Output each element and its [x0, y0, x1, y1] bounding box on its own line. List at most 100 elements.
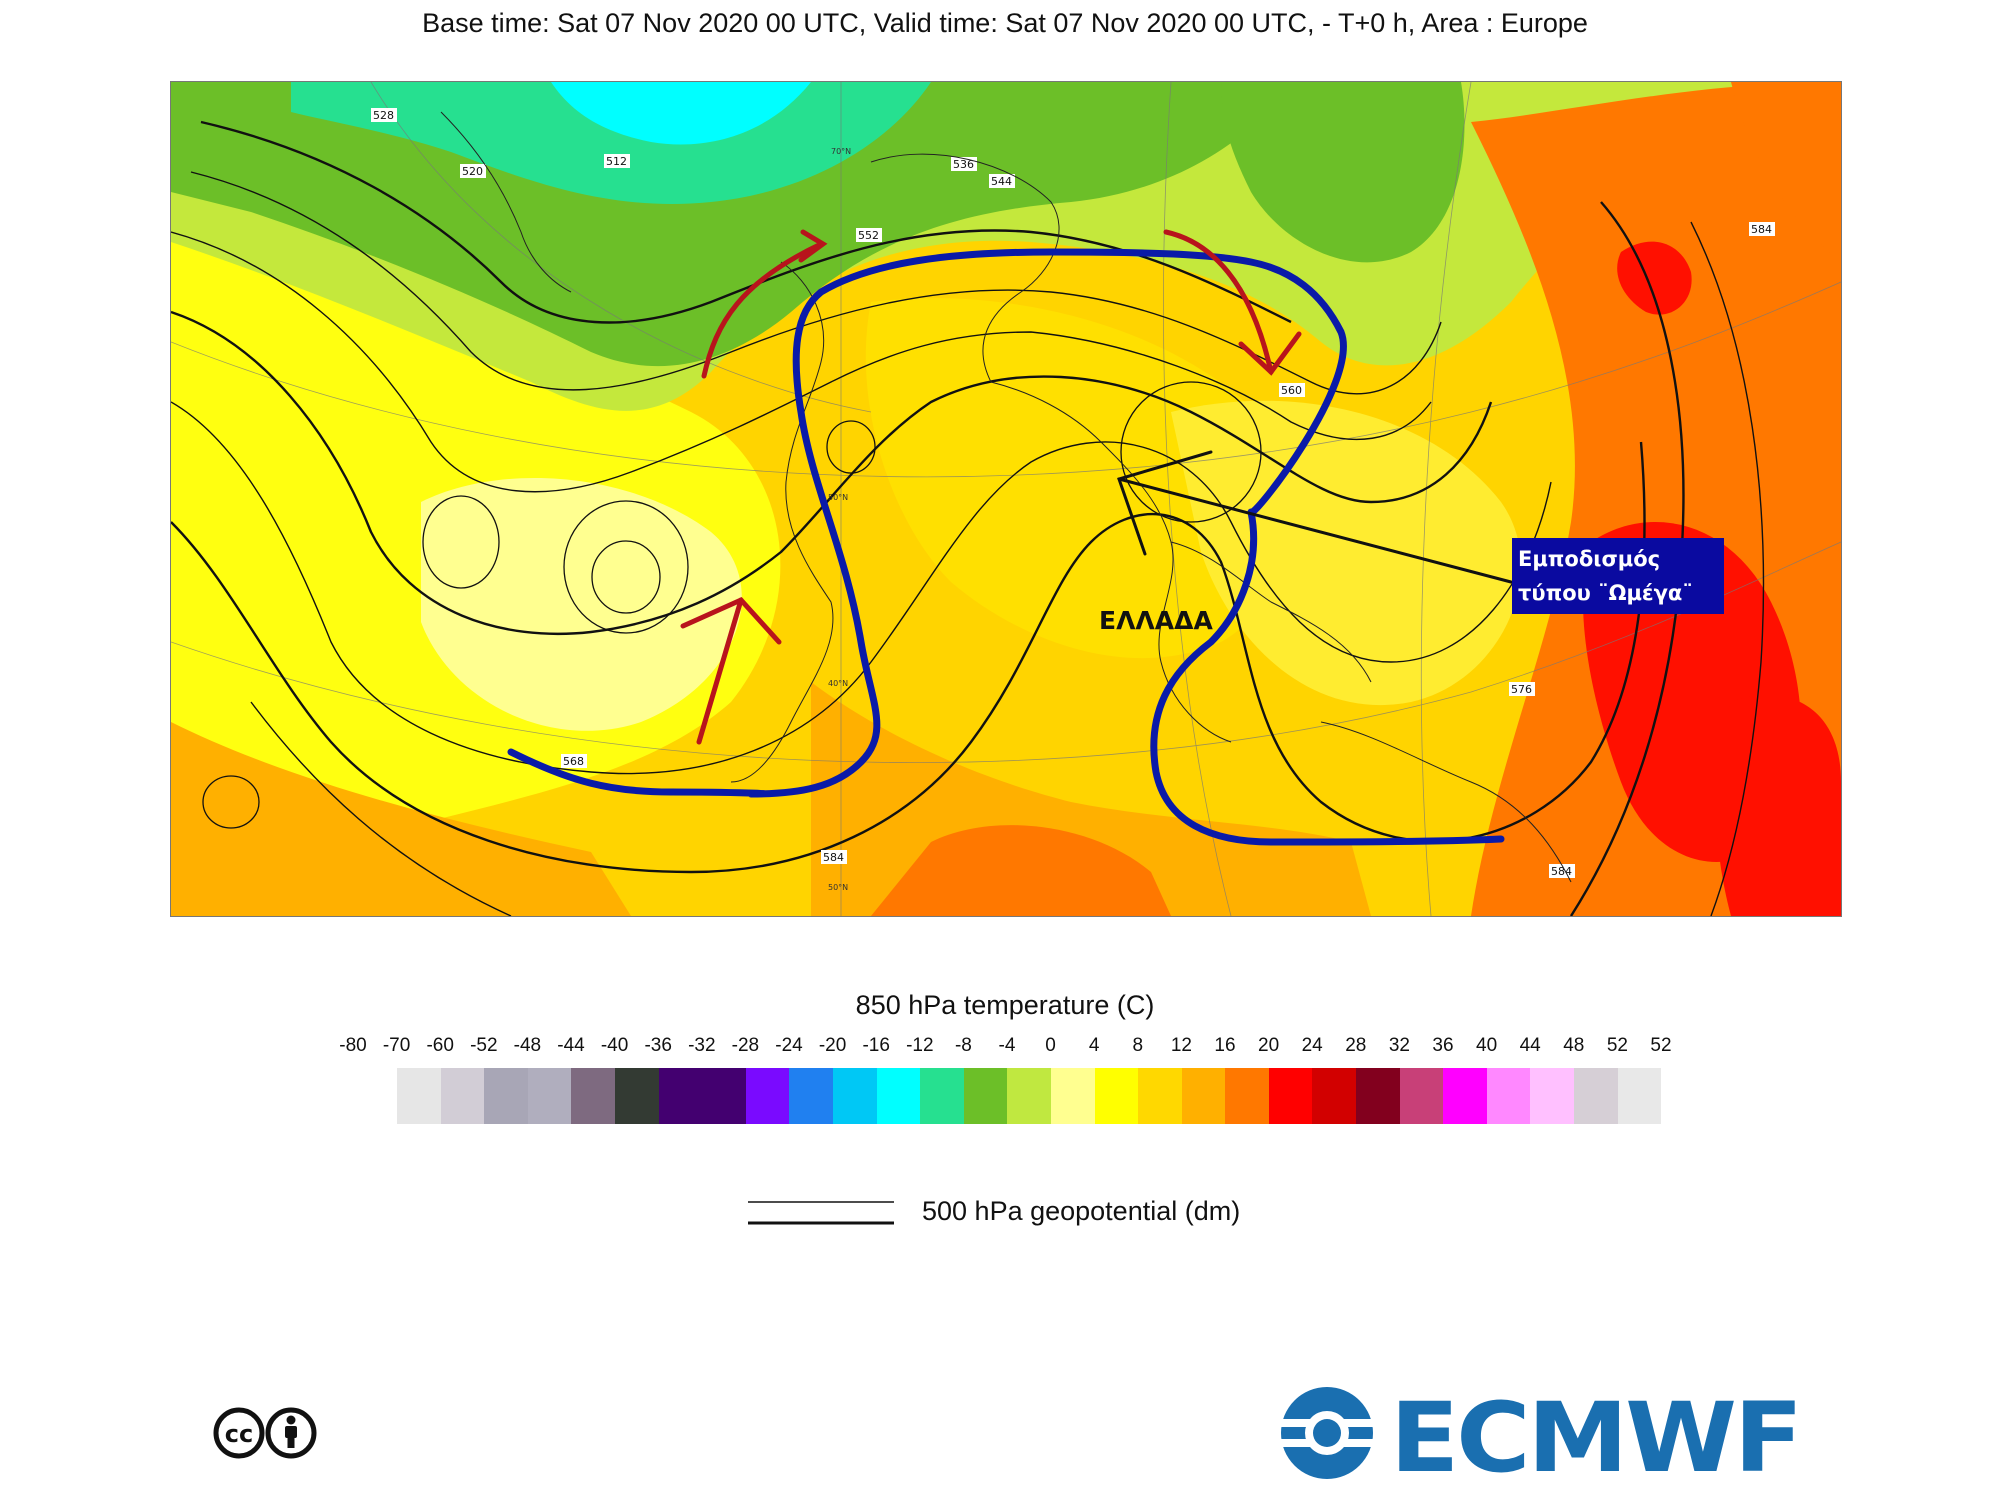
colorbar-tick-label: 20 — [1258, 1035, 1280, 1056]
contour-label-group: 512 520 528 536 544 552 560 568 576 584 … — [371, 108, 1775, 878]
cc-by-icon: cc — [213, 1407, 317, 1459]
arrowhead — [680, 596, 782, 645]
contour-label: 512 — [606, 155, 627, 168]
colorbar-tick-label: 28 — [1345, 1035, 1367, 1056]
colorbar-cell — [1268, 1068, 1313, 1124]
weather-map: 512 520 528 536 544 552 560 568 576 584 … — [170, 81, 1842, 917]
colorbar-tick-label: 8 — [1132, 1035, 1144, 1056]
colorbar-tick-label: 52 — [1650, 1035, 1672, 1056]
contour-label: 528 — [373, 109, 394, 122]
temp-zone-green-north — [1221, 82, 1465, 263]
flow-arrow-north — [701, 241, 824, 379]
colorbar-tick-label: 4 — [1088, 1035, 1100, 1056]
colorbar-tick-label: 32 — [1388, 1035, 1410, 1056]
colorbar-cell — [1617, 1068, 1662, 1124]
colorbar-cell — [876, 1068, 921, 1124]
contour-label: 576 — [1511, 683, 1532, 696]
annotation-line-1: Εμποδισμός — [1518, 547, 1661, 571]
ecmwf-wordmark: ECMWF — [1390, 1385, 1800, 1481]
colorbar-cell — [571, 1068, 615, 1124]
contour-legend-swatch — [748, 1201, 894, 1225]
colorbar-cell — [614, 1068, 659, 1124]
colorbar-tick-label: -16 — [862, 1035, 890, 1056]
colorbar-tick-label: -32 — [688, 1035, 716, 1056]
colorbar-tick-label: -24 — [775, 1035, 803, 1056]
colorbar-tick-label: 36 — [1432, 1035, 1454, 1056]
colorbar-tick-label: 40 — [1476, 1035, 1498, 1056]
colorbar-cell — [527, 1068, 572, 1124]
colorbar-cell — [397, 1068, 441, 1124]
colorbar-cell — [1574, 1068, 1618, 1124]
colorbar-cell — [1530, 1068, 1575, 1124]
contour-label: 584 — [1551, 865, 1572, 878]
temp-zone-central — [865, 298, 1299, 659]
temp-zone-pale — [421, 478, 742, 731]
flow-arrow-east — [1163, 229, 1274, 375]
colorbar-cell — [702, 1068, 746, 1124]
ecmwf-emblem-icon — [1275, 1387, 1379, 1479]
colorbar-cell — [1225, 1068, 1269, 1124]
contour-label: 552 — [858, 229, 879, 242]
colorbar-cell — [440, 1068, 485, 1124]
colorbar-tick-label: 12 — [1170, 1035, 1192, 1056]
omega-block-annotation: Εμποδισμός τύπου ¨Ωμέγα¨ — [1512, 538, 1724, 614]
colorbar-cell — [1312, 1068, 1357, 1124]
colorbar-tick-label: -70 — [382, 1035, 411, 1056]
contour-label: 560 — [1281, 384, 1302, 397]
colorbar-cell — [1050, 1068, 1095, 1124]
colorbar-tick-label: -44 — [557, 1035, 585, 1056]
greece-label: ΕΛΛΑΔΑ — [1099, 606, 1213, 635]
temp-zone-red-se — [1716, 694, 1841, 916]
colorbar-tick-label: -8 — [954, 1035, 972, 1056]
temp-zone-east — [1171, 400, 1521, 706]
contour-label: 520 — [462, 165, 483, 178]
colorbar-cell — [963, 1068, 1008, 1124]
colorbar-tick-label: -60 — [426, 1035, 454, 1056]
page-title: Base time: Sat 07 Nov 2020 00 UTC, Valid… — [422, 8, 1588, 38]
colorbar-tick-label: -20 — [818, 1035, 847, 1056]
flow-arrows — [680, 229, 1302, 745]
omega-block-line — [507, 248, 1505, 846]
contour-label: 544 — [991, 175, 1012, 188]
contour-label: 536 — [953, 158, 974, 171]
colorbar-cell — [1443, 1068, 1487, 1124]
temp-zone-green — [171, 82, 1291, 367]
temp-zone-orange-sw — [171, 722, 631, 916]
colorbar-cell — [1356, 1068, 1400, 1124]
latitude-label-group: 50°N 40°N 50°N 70°N — [828, 147, 851, 892]
colorbar-cell — [832, 1068, 877, 1124]
colorbar-tick-label: 0 — [1045, 1035, 1056, 1056]
colorbar-cell — [1094, 1068, 1139, 1124]
colorbar-tick-label: -80 — [339, 1035, 367, 1056]
colorbar-cell — [1007, 1068, 1051, 1124]
colorbar-cell — [920, 1068, 964, 1124]
contour-legend-label: 500 hPa geopotential (dm) — [922, 1196, 1241, 1226]
ecmwf-logo: ECMWF — [1275, 1385, 1803, 1481]
colorbar-cell — [1399, 1068, 1444, 1124]
colorbar-cell — [789, 1068, 833, 1124]
colorbar-tick-label: -40 — [600, 1035, 629, 1056]
arrowhead — [798, 229, 828, 263]
colorbar-cell — [745, 1068, 790, 1124]
colorbar-tick-label: 24 — [1301, 1035, 1323, 1056]
temp-zone-cyan — [551, 82, 811, 145]
flow-arrow-atlantic — [696, 597, 744, 745]
annotation-line-2: τύπου ¨Ωμέγα¨ — [1518, 581, 1693, 605]
temp-zone-dark-orange-s — [871, 825, 1171, 916]
latitude-label: 50°N — [828, 883, 848, 892]
colorbar-ticks: -80 -70 -60 -52 -48 -44 -40 -36 -32 -28 -24 -20 -16-… — [0, 1035, 2000, 1059]
map-canvas: 512 520 528 536 544 552 560 568 576 584 … — [171, 82, 1841, 916]
colorbar-tick-label: 44 — [1519, 1035, 1541, 1056]
colorbar-cell — [658, 1068, 703, 1124]
colorbar-title: 850 hPa temperature (C) — [855, 990, 1155, 1020]
colorbar-tick-label: -48 — [513, 1035, 542, 1056]
annotation-pointer — [1117, 450, 1513, 584]
colorbar-tick-label: -12 — [906, 1035, 934, 1056]
coastlines — [440, 111, 1572, 883]
colorbar-cell — [1181, 1068, 1226, 1124]
colorbar-tick-label: 16 — [1214, 1035, 1236, 1056]
arrowhead — [1238, 331, 1302, 376]
latitude-label: 40°N — [828, 679, 848, 688]
latitude-label: 50°N — [828, 493, 848, 502]
geopotential-contours — [171, 120, 1765, 916]
